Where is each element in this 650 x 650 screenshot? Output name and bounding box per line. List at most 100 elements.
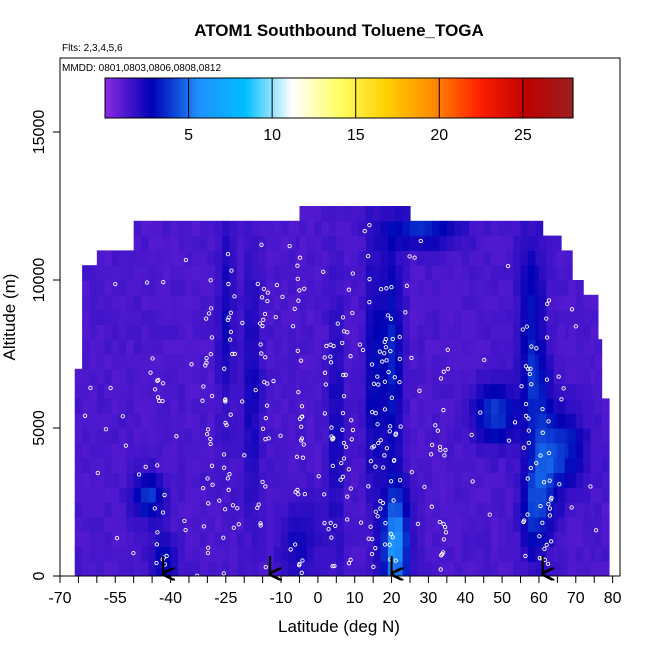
heatmap-cell: [461, 502, 470, 518]
heatmap-cell: [111, 368, 120, 385]
heatmap-cell: [336, 457, 345, 473]
heatmap-cell: [273, 457, 282, 473]
heatmap-cell: [299, 354, 308, 370]
curtain-layer: [74, 206, 610, 576]
colorbar-segment: [542, 78, 547, 118]
heatmap-cell: [306, 324, 315, 340]
heatmap-cell: [461, 368, 470, 385]
sample-point: [261, 286, 267, 292]
heatmap-cell: [118, 457, 127, 473]
heatmap-cell: [568, 546, 577, 562]
heatmap-cell: [148, 516, 157, 533]
heatmap-cell: [491, 428, 500, 444]
sample-point: [217, 498, 222, 503]
heatmap-cell: [498, 250, 507, 266]
heatmap-cell: [454, 220, 463, 237]
heatmap-cell: [557, 339, 566, 355]
heatmap-cell: [281, 220, 290, 237]
heatmap-cell: [133, 472, 142, 488]
colorbar-segment: [532, 78, 537, 118]
heatmap-cell: [373, 220, 382, 237]
heatmap-cell: [214, 309, 223, 325]
sample-point: [438, 376, 444, 381]
heatmap-cell: [111, 324, 120, 340]
heatmap-cell: [273, 502, 282, 518]
colorbar-segment: [552, 78, 557, 118]
heatmap-cell: [148, 546, 157, 562]
heatmap-cell: [387, 502, 396, 518]
heatmap-cell: [200, 398, 208, 414]
sample-point: [226, 315, 231, 320]
heatmap-cell: [214, 487, 223, 503]
heatmap-cell: [244, 280, 253, 296]
heatmap-cell: [118, 250, 127, 266]
heatmap-cell: [104, 413, 113, 429]
heatmap-cell: [299, 280, 308, 296]
heatmap-cell: [395, 428, 404, 444]
heatmap-cell: [557, 368, 566, 385]
heatmap-cell: [251, 428, 260, 444]
sample-point: [433, 423, 438, 428]
heatmap-cell: [483, 516, 492, 533]
heatmap-cell: [513, 398, 522, 414]
heatmap-cell: [104, 487, 113, 503]
heatmap-cell: [365, 265, 374, 281]
heatmap-cell: [177, 428, 186, 444]
colorbar-segment: [215, 78, 220, 118]
heatmap-cell: [395, 339, 404, 355]
heatmap-cell: [476, 280, 485, 296]
heatmap-cell: [402, 339, 411, 355]
heatmap-cell: [170, 457, 179, 473]
sample-point: [330, 563, 335, 569]
sample-point: [382, 339, 387, 345]
heatmap-cell: [373, 398, 382, 414]
heatmap-cell: [299, 442, 308, 459]
heatmap-cell: [568, 280, 577, 296]
heatmap-cell: [446, 324, 455, 340]
colorbar-segment: [419, 78, 424, 118]
heatmap-cell: [214, 294, 223, 311]
heatmap-cell: [424, 531, 433, 547]
heatmap-cell: [148, 472, 157, 488]
heatmap-cell: [251, 383, 260, 399]
heatmap-cell: [306, 339, 315, 355]
heatmap-cell: [432, 442, 441, 459]
colorbar-segment: [258, 78, 263, 118]
sample-point: [258, 523, 263, 528]
heatmap-cell: [266, 235, 275, 251]
heatmap-cell: [148, 561, 157, 576]
heatmap-cell: [358, 428, 367, 444]
heatmap-cell: [483, 294, 492, 311]
sample-point: [298, 438, 304, 443]
heatmap-cell: [491, 457, 500, 473]
heatmap-cell: [200, 250, 208, 266]
sample-point: [526, 416, 531, 421]
heatmap-cell: [170, 265, 179, 281]
heatmap-cell: [258, 383, 267, 399]
heatmap-cell: [141, 383, 150, 399]
heatmap-cell: [192, 339, 201, 355]
sample-point: [296, 563, 302, 568]
heatmap-cell: [564, 250, 573, 266]
heatmap-cell: [402, 457, 411, 473]
heatmap-cell: [454, 368, 463, 385]
heatmap-cell: [446, 457, 455, 473]
sample-point: [296, 492, 301, 497]
heatmap-cell: [373, 309, 382, 325]
heatmap-cell: [417, 487, 426, 503]
colorbar-segment: [472, 78, 477, 118]
heatmap-cell: [601, 487, 610, 503]
heatmap-cell: [111, 472, 120, 488]
heatmap-cell: [395, 206, 404, 222]
heatmap-cell: [483, 383, 492, 399]
heatmap-cell: [155, 502, 164, 518]
colorbar-segment: [225, 78, 230, 118]
heatmap-cell: [200, 294, 208, 311]
colorbar-segment: [165, 78, 170, 118]
colorbar-segment: [325, 78, 330, 118]
heatmap-cell: [214, 531, 223, 547]
heatmap-cell: [432, 472, 441, 488]
heatmap-cell: [163, 516, 172, 533]
heatmap-cell: [461, 472, 470, 488]
heatmap-cell: [273, 546, 282, 562]
